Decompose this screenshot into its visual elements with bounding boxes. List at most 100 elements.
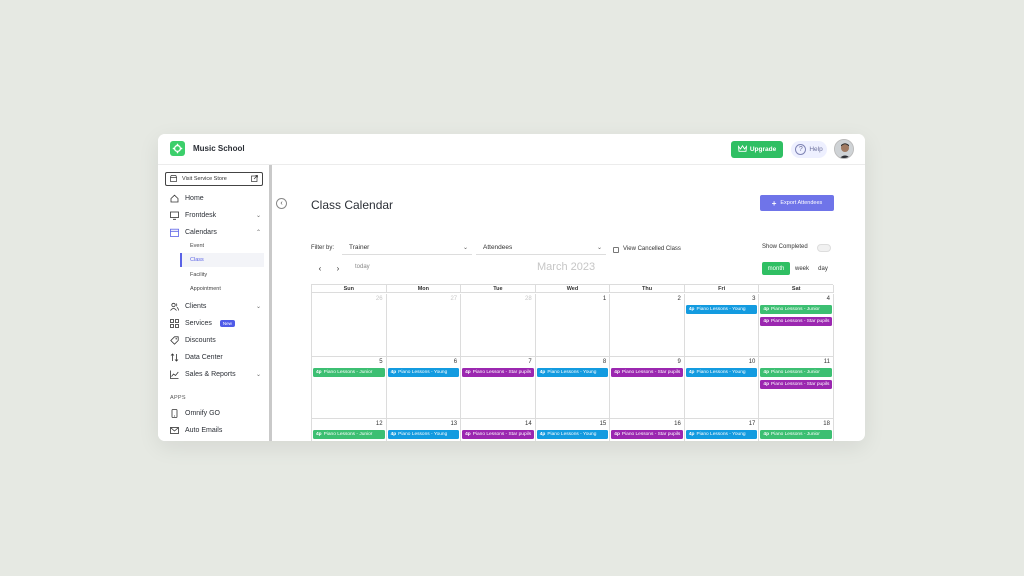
day-number: 7 — [528, 359, 532, 365]
day-of-week-label: Sun — [312, 285, 387, 293]
calendar-event[interactable]: 4p Piano Lessons - Young — [387, 368, 460, 377]
sidebar-item-label: Calendars — [185, 228, 217, 236]
calendar-event[interactable]: 4p Piano Lessons - Young — [685, 305, 758, 314]
calendar-day-cell[interactable]: 18 4p Piano Lessons - Junior — [759, 419, 834, 441]
calendar-day-cell[interactable]: 27 — [386, 294, 462, 357]
event-time: 4p — [539, 370, 546, 375]
calendar-event[interactable]: 4p Piano Lessons - Junior — [313, 368, 385, 377]
sidebar-item-sales-reports[interactable]: Sales & Reports ⌄ — [170, 368, 261, 380]
export-attendees-button[interactable]: + Export Attendees — [760, 195, 834, 211]
sidebar-item-discounts[interactable]: Discounts — [170, 334, 216, 346]
day-number: 9 — [677, 359, 681, 365]
calendar-event[interactable]: 4p Piano Lessons - Junior — [760, 305, 832, 314]
sidebar-item-calendars[interactable]: Calendars ⌃ — [170, 226, 261, 238]
event-title: Piano Lessons - Star pupils — [472, 370, 532, 375]
calendar-day-cell[interactable]: 11 4p Piano Lessons - Junior 4p Piano Lesson… — [759, 357, 834, 419]
event-time: 4p — [316, 432, 322, 437]
crown-icon — [737, 144, 747, 154]
prev-month-button[interactable]: ‹ — [314, 263, 326, 273]
calendar-day-cell[interactable]: 1 — [535, 294, 611, 357]
sidebar-subitem-event[interactable]: Event — [190, 243, 205, 249]
sidebar-subitem-appointment[interactable]: Appointment — [190, 286, 221, 292]
sidebar-item-label: Frontdesk — [185, 211, 217, 219]
show-completed-toggle[interactable] — [817, 244, 831, 252]
view-cancelled-checkbox[interactable] — [613, 247, 619, 253]
calendar-event[interactable]: 4p Piano Lessons - Young — [536, 430, 609, 439]
calendar-day-cell[interactable]: 10 4p Piano Lessons - Young — [684, 357, 760, 419]
event-time: 4p — [688, 370, 695, 375]
calendar-day-cell[interactable]: 7 4p Piano Lessons - Star pupils — [461, 357, 536, 419]
calendar-event[interactable]: 4p Piano Lessons - Star pupils — [462, 368, 534, 377]
new-badge: New — [219, 319, 235, 327]
calendar-day-cell[interactable]: 3 4p Piano Lessons - Young — [684, 294, 760, 357]
sidebar-item-clients[interactable]: Clients ⌄ — [170, 300, 261, 312]
calendar-day-cell[interactable]: 8 4p Piano Lessons - Young — [535, 357, 611, 419]
day-number: 16 — [674, 421, 681, 427]
sidebar-subitem-facility[interactable]: Facility — [190, 272, 208, 278]
help-button[interactable]: ? Help — [791, 141, 827, 158]
event-title: Piano Lessons - Young — [398, 370, 448, 375]
today-button[interactable]: today — [355, 264, 370, 270]
calendar-day-cell[interactable]: 4 4p Piano Lessons - Junior 4p Piano Lessons… — [759, 294, 834, 357]
upgrade-button[interactable]: Upgrade — [731, 141, 783, 158]
view-month-button[interactable]: month — [762, 262, 790, 275]
calendar-day-cell[interactable]: 28 — [461, 294, 536, 357]
calendar-day-cell[interactable]: 6 4p Piano Lessons - Young — [386, 357, 462, 419]
calendar-day-cell[interactable]: 5 4p Piano Lessons - Junior — [312, 357, 387, 419]
day-number: 27 — [450, 296, 458, 302]
calendar-day-cell[interactable]: 15 4p Piano Lessons - Young — [536, 419, 611, 441]
calendar-day-cell[interactable]: 16 4p Piano Lessons - Star pupils — [610, 419, 685, 441]
calendar-day-cell[interactable]: 2 — [610, 294, 685, 357]
app-logo-icon[interactable] — [170, 141, 185, 156]
view-day-button[interactable]: day — [818, 265, 828, 272]
calendar-event[interactable]: 4p Piano Lessons - Star pupils — [760, 380, 832, 389]
calendar-day-cell[interactable]: 17 4p Piano Lessons - Young — [685, 419, 760, 441]
calendar-event[interactable]: 4p Piano Lessons - Junior — [760, 368, 832, 377]
calendar-event[interactable]: 4p Piano Lessons - Young — [685, 430, 758, 439]
attendees-select[interactable]: Attendees ⌄ — [476, 241, 606, 255]
day-number: 1 — [602, 296, 607, 302]
sidebar-item-data-center[interactable]: Data Center — [170, 351, 223, 363]
trainer-select[interactable]: Trainer ⌄ — [342, 241, 472, 255]
next-month-button[interactable]: › — [332, 263, 344, 273]
sidebar-item-label: Data Center — [185, 353, 223, 361]
sidebar-item-label: Omnify GO — [185, 409, 221, 417]
view-week-button[interactable]: week — [794, 265, 809, 272]
event-title: Piano Lessons - Star pupils — [621, 432, 681, 437]
sidebar-item-auto-emails[interactable]: Auto Emails — [170, 424, 222, 436]
calendar-month-title: March 2023 — [537, 261, 596, 273]
calendar-day-cell[interactable]: 12 4p Piano Lessons - Junior — [312, 419, 387, 441]
sidebar-item-frontdesk[interactable]: Frontdesk ⌄ — [170, 209, 261, 221]
calendar-day-cell[interactable]: 14 4p Piano Lessons - Star pupils — [461, 419, 536, 441]
calendar-event[interactable]: 4p Piano Lessons - Star pupils — [462, 430, 534, 439]
sidebar-item-home[interactable]: Home — [170, 192, 204, 204]
chevron-down-icon: ⌄ — [596, 245, 602, 251]
sidebar-scrollbar[interactable] — [269, 165, 272, 441]
calendar-event[interactable]: 4p Piano Lessons - Young — [387, 430, 460, 439]
calendar-event[interactable]: 4p Piano Lessons - Junior — [313, 430, 385, 439]
upgrade-label: Upgrade — [749, 146, 777, 153]
calendar-day-cell[interactable]: 26 — [312, 294, 387, 357]
sidebar-item-label: Home — [185, 194, 204, 202]
sidebar-subitem-class[interactable]: Class — [190, 257, 204, 263]
calendar-event[interactable]: 4p Piano Lessons - Young — [685, 368, 758, 377]
calendar-event[interactable]: 4p Piano Lessons - Young — [536, 368, 609, 377]
chevron-down-icon: ⌄ — [256, 303, 262, 310]
grid-icon — [170, 318, 179, 328]
calendar-event[interactable]: 4p Piano Lessons - Junior — [760, 430, 832, 439]
sidebar: Visit Service Store Home Frontdesk ⌄ Cal… — [158, 165, 272, 441]
avatar[interactable] — [834, 139, 854, 159]
calendar-event[interactable]: 4p Piano Lessons - Star pupils — [611, 430, 683, 439]
day-of-week-header: Sun Mon Tue Wed Thu Fri Sat — [312, 285, 834, 293]
collapse-sidebar-button[interactable]: ‹ — [276, 198, 287, 209]
calendar-event[interactable]: 4p Piano Lessons - Star pupils — [611, 368, 683, 377]
calendar-event[interactable]: 4p Piano Lessons - Star pupils — [760, 317, 832, 326]
calendar-day-cell[interactable]: 13 4p Piano Lessons - Young — [387, 419, 462, 441]
sidebar-item-omnify-go[interactable]: Omnify GO — [170, 407, 220, 419]
day-number: 10 — [748, 359, 756, 365]
calendar-day-cell[interactable]: 9 4p Piano Lessons - Star pupils — [610, 357, 685, 419]
event-title: Piano Lessons - Star pupils — [771, 319, 830, 324]
sidebar-item-services[interactable]: Services New — [170, 317, 235, 329]
visit-store-button[interactable]: Visit Service Store — [165, 172, 263, 186]
day-number: 6 — [453, 359, 458, 365]
